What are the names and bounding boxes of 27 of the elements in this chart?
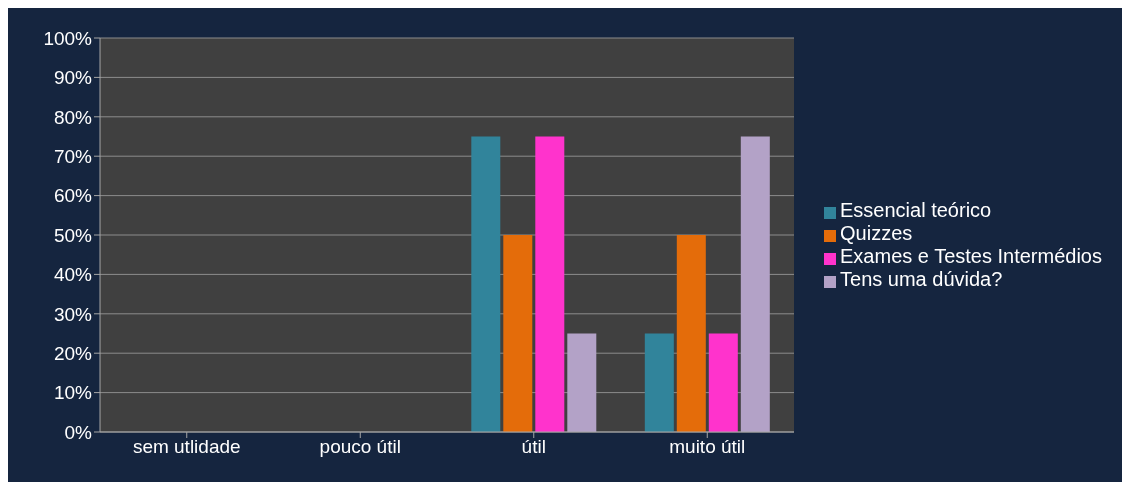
y-tick-label: 90% xyxy=(53,67,93,89)
bar xyxy=(471,136,501,432)
y-tick-label: 100% xyxy=(43,27,93,49)
y-tick-label: 70% xyxy=(53,145,93,167)
y-tick-label: 50% xyxy=(53,224,93,246)
y-tick-label: 20% xyxy=(53,342,93,364)
bar xyxy=(740,136,770,432)
legend-label: Exames e Testes Intermédios xyxy=(840,245,1102,267)
x-tick-label: útil xyxy=(521,436,546,458)
bar xyxy=(676,235,706,432)
x-tick-label: muito útil xyxy=(669,436,746,458)
legend-label: Tens uma dúvida? xyxy=(840,268,1003,290)
y-tick-label: 30% xyxy=(53,303,93,325)
legend-label: Quizzes xyxy=(840,222,913,244)
bar xyxy=(535,136,565,432)
bar xyxy=(708,333,738,432)
bar xyxy=(567,333,597,432)
y-tick-label: 80% xyxy=(53,106,93,128)
x-tick-label: sem utlidade xyxy=(132,436,241,458)
y-tick-label: 40% xyxy=(53,264,93,286)
y-tick-label: 10% xyxy=(53,382,93,404)
y-tick-label: 60% xyxy=(53,185,93,207)
bar xyxy=(644,333,674,432)
x-tick-label: pouco útil xyxy=(319,436,401,458)
legend-label: Essencial teórico xyxy=(840,199,992,221)
y-tick-label: 0% xyxy=(64,421,93,443)
bar xyxy=(503,235,533,432)
